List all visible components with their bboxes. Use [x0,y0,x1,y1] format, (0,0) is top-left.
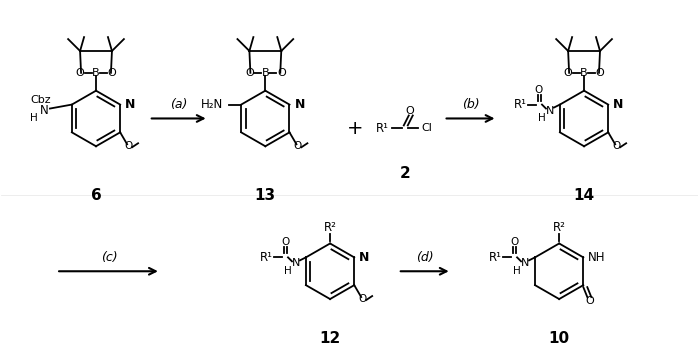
Text: N: N [521,258,529,268]
Text: B: B [92,68,100,78]
Text: O: O [108,68,116,78]
Text: 10: 10 [549,331,570,346]
Text: R²: R² [324,221,336,234]
Text: 6: 6 [91,189,101,203]
Text: 14: 14 [573,189,595,203]
Text: O: O [277,68,286,78]
Text: N: N [613,98,624,111]
Text: H₂N: H₂N [201,98,223,111]
Text: O: O [535,85,543,95]
Text: (b): (b) [462,98,480,111]
Text: N: N [546,105,554,115]
Text: O: O [585,296,593,306]
Text: N: N [125,98,136,111]
Text: O: O [564,68,572,78]
Text: O: O [405,105,414,115]
Text: R¹: R¹ [489,251,502,264]
Text: R¹: R¹ [259,251,273,264]
Text: H: H [30,114,38,124]
Text: O: O [124,141,132,151]
Text: B: B [580,68,588,78]
Text: (a): (a) [170,98,187,111]
Text: O: O [358,294,366,304]
Text: O: O [612,141,620,151]
Text: 2: 2 [399,165,410,181]
Text: R¹: R¹ [376,122,389,135]
Text: O: O [294,141,301,151]
Text: NH: NH [589,251,606,264]
Text: Cl: Cl [421,124,432,133]
Text: O: O [596,68,605,78]
Text: N: N [294,98,305,111]
Text: O: O [245,68,254,78]
Text: 12: 12 [319,331,340,346]
Text: H: H [538,114,546,124]
Text: H: H [284,266,292,276]
Text: N: N [359,251,370,264]
Text: O: O [75,68,85,78]
Text: (c): (c) [101,251,117,264]
Text: B: B [261,68,269,78]
Text: N: N [291,258,300,268]
Text: R²: R² [553,221,565,234]
Text: 13: 13 [254,189,276,203]
Text: O: O [510,237,518,247]
Text: Cbz: Cbz [30,95,50,105]
Text: +: + [347,119,363,138]
Text: N: N [40,104,48,117]
Text: (d): (d) [416,251,433,264]
Text: H: H [513,266,521,276]
Text: R¹: R¹ [514,98,526,111]
Text: O: O [281,237,289,247]
